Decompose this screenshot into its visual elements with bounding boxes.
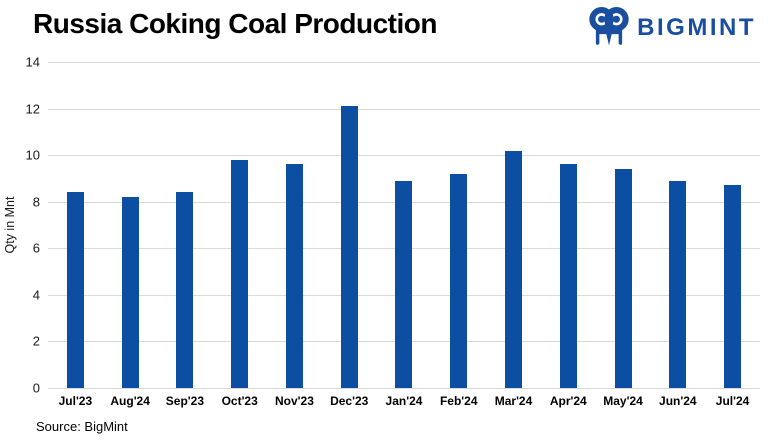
y-tick-label: 6: [32, 240, 40, 256]
bar-slot: [103, 62, 158, 388]
x-tick-label: Jun'24: [659, 394, 697, 408]
bar-series: [48, 62, 760, 388]
bar-slot: [322, 62, 377, 388]
x-tick-label: May'24: [603, 394, 643, 408]
bar-Nov'23: [285, 164, 303, 388]
bar-slot: [705, 62, 760, 388]
x-tick-label: Dec'23: [330, 394, 369, 408]
bar-slot: [48, 62, 103, 388]
x-tick-label: Apr'24: [549, 394, 587, 408]
bar-Aug'24: [121, 197, 139, 388]
y-tick-label: 12: [25, 101, 40, 117]
bar-slot: [486, 62, 541, 388]
logo-wordmark: BIGMINT: [637, 14, 756, 41]
source-note: Source: BigMint: [36, 419, 128, 434]
y-tick-label: 2: [32, 333, 40, 349]
bar-Dec'23: [340, 106, 358, 388]
y-tick-label: 8: [32, 194, 40, 210]
bar-slot: [212, 62, 267, 388]
y-tick-label: 14: [25, 54, 40, 70]
x-tick-label: Jul'24: [715, 394, 750, 408]
bar-slot: [158, 62, 213, 388]
x-tick-label: Nov'23: [275, 394, 314, 408]
y-tick-label: 4: [32, 287, 40, 303]
page-title: Russia Coking Coal Production: [33, 8, 437, 39]
bar-Feb'24: [450, 173, 468, 388]
bar-slot: [377, 62, 432, 388]
bigmint-logo: BIGMINT: [588, 6, 756, 50]
bar-Jul'24: [724, 185, 742, 388]
x-tick-label: Oct'23: [221, 394, 258, 408]
bar-slot: [431, 62, 486, 388]
bar-Mar'24: [505, 150, 522, 388]
x-tick-label: Sep'23: [165, 394, 205, 408]
bar-Oct'23: [231, 159, 249, 388]
x-tick-label: Mar'24: [494, 394, 533, 408]
bar-Jul'23: [66, 192, 84, 388]
x-axis-labels: Jul'23 Aug'24 Sep'23 Oct'23 Nov'23 Dec'23 Jan'…: [48, 394, 760, 408]
bar-slot: [541, 62, 596, 388]
gridline: [48, 62, 760, 63]
x-tick-label: Feb'24: [439, 394, 478, 408]
gridline: [48, 155, 760, 157]
bar-Jun'24: [669, 180, 687, 388]
plot-area: [48, 62, 760, 389]
bar-Jan'24: [395, 180, 413, 388]
y-tick-label: 0: [32, 380, 40, 396]
owl-icon: [588, 6, 630, 50]
bar-slot: [267, 62, 322, 388]
bar-May'24: [614, 169, 632, 388]
gridline: [48, 108, 760, 110]
bar-Sep'23: [176, 192, 194, 388]
bar-slot: [650, 62, 705, 388]
y-tick-label: 10: [25, 147, 40, 163]
x-tick-label: Jan'24: [385, 394, 423, 408]
x-tick-label: Jul'23: [58, 394, 93, 408]
x-tick-label: Aug'24: [110, 394, 150, 408]
gridline: [48, 388, 760, 389]
bar-slot: [596, 62, 651, 388]
bar-Apr'24: [559, 164, 577, 388]
